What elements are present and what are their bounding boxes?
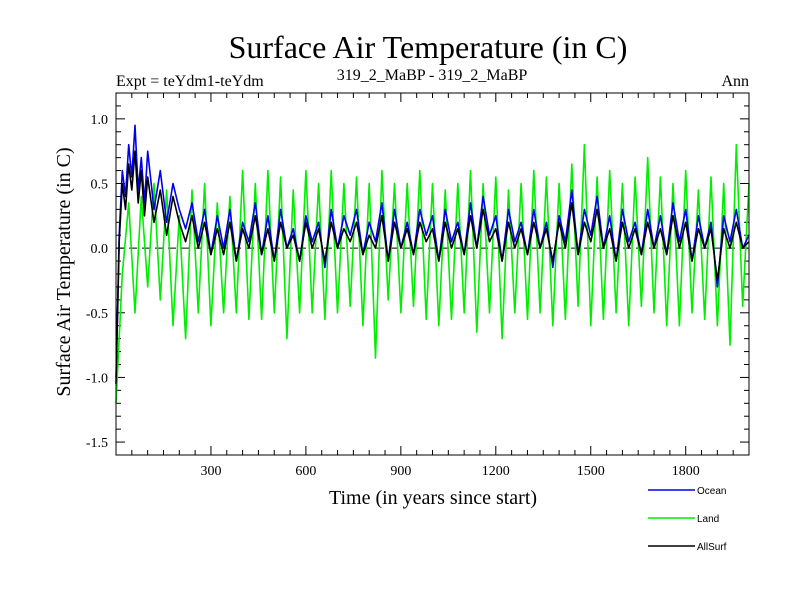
subtitle-left: Expt = teYdm1-teYdm (116, 73, 264, 90)
subtitle-center: 319_2_MaBP - 319_2_MaBP (337, 67, 528, 84)
legend-label-land: Land (697, 514, 719, 525)
series-line-allsurf (115, 150, 750, 384)
series-line-land (115, 143, 750, 404)
y-tick-label: -0.5 (86, 307, 108, 322)
x-tick-label: 900 (390, 464, 411, 479)
y-tick-label: -1.0 (86, 371, 108, 386)
legend-label-ocean: Ocean (697, 486, 726, 497)
y-tick-label: -1.5 (86, 436, 108, 451)
y-axis-label: Surface Air Temperature (in C) (53, 147, 75, 396)
x-tick-label: 1500 (577, 464, 605, 479)
legend-label-allsurf: AllSurf (697, 542, 727, 553)
plot-frame (115, 92, 750, 456)
x-tick-label: 1800 (672, 464, 700, 479)
y-tick-label: 0.0 (91, 242, 109, 257)
x-tick-label: 1200 (482, 464, 510, 479)
x-tick-label: 600 (295, 464, 316, 479)
legend: Ocean Land AllSurf (648, 486, 727, 553)
axis-ticks: -1.5 -1.0 -0.5 0.0 0.5 1.0 300 600 900 1200 1500 18… (86, 92, 750, 479)
y-tick-label: 0.5 (91, 178, 109, 193)
chart-title: Surface Air Temperature (in C) (229, 29, 628, 65)
y-tick-label: 1.0 (91, 113, 109, 128)
subtitle-right: Ann (721, 73, 749, 90)
series-lines (115, 124, 750, 404)
x-tick-label: 300 (200, 464, 221, 479)
x-axis-label: Time (in years since start) (329, 487, 537, 509)
